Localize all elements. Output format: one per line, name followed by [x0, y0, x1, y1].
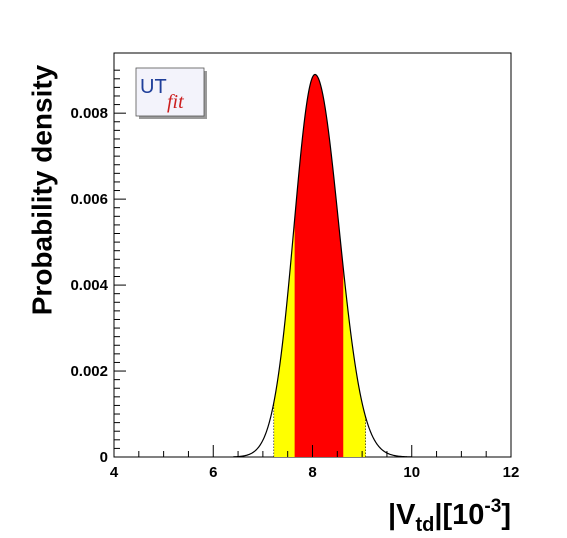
x-axis-title-main: |V [388, 499, 416, 531]
credible-interval-bands [273, 74, 366, 458]
x-tick-label: 12 [503, 464, 520, 481]
x-tick-label: 6 [209, 464, 217, 481]
y-tick-label: 0.008 [70, 105, 108, 122]
x-axis-title-unit: [10 [443, 499, 485, 531]
x-axis-title: |Vtd|[10-3] [388, 496, 511, 536]
x-axis-ticks [113, 445, 512, 457]
logo-text-fit: fit [167, 91, 184, 113]
y-axis-title: Probability density [26, 64, 57, 315]
x-axis-title-exponent: -3 [484, 496, 501, 517]
x-tick-label: 10 [403, 464, 420, 481]
density-curve [233, 73, 412, 458]
utfit-logo: UT fit [135, 67, 207, 119]
x-tick-label: 8 [308, 464, 316, 481]
y-tick-label: 0.002 [70, 363, 108, 380]
logo-box [135, 67, 205, 117]
logo-text-ut: UT [140, 76, 167, 98]
interval-band-inner [294, 74, 344, 458]
x-axis-title-unit-close: ] [501, 499, 511, 531]
density-curve-group [233, 73, 412, 458]
y-tick-label: 0 [100, 449, 108, 466]
x-axis-title-subscript: td [415, 514, 434, 536]
y-tick-label: 0.006 [70, 191, 108, 208]
x-axis-tick-labels: 4 6 8 10 12 [110, 464, 520, 481]
y-tick-label: 0.004 [70, 277, 108, 294]
y-axis-tick-labels: 0 0.002 0.004 0.006 0.008 [70, 105, 108, 466]
x-axis-title-bar: | [434, 499, 442, 531]
x-tick-label: 4 [110, 464, 119, 481]
y-axis-ticks [114, 69, 126, 458]
